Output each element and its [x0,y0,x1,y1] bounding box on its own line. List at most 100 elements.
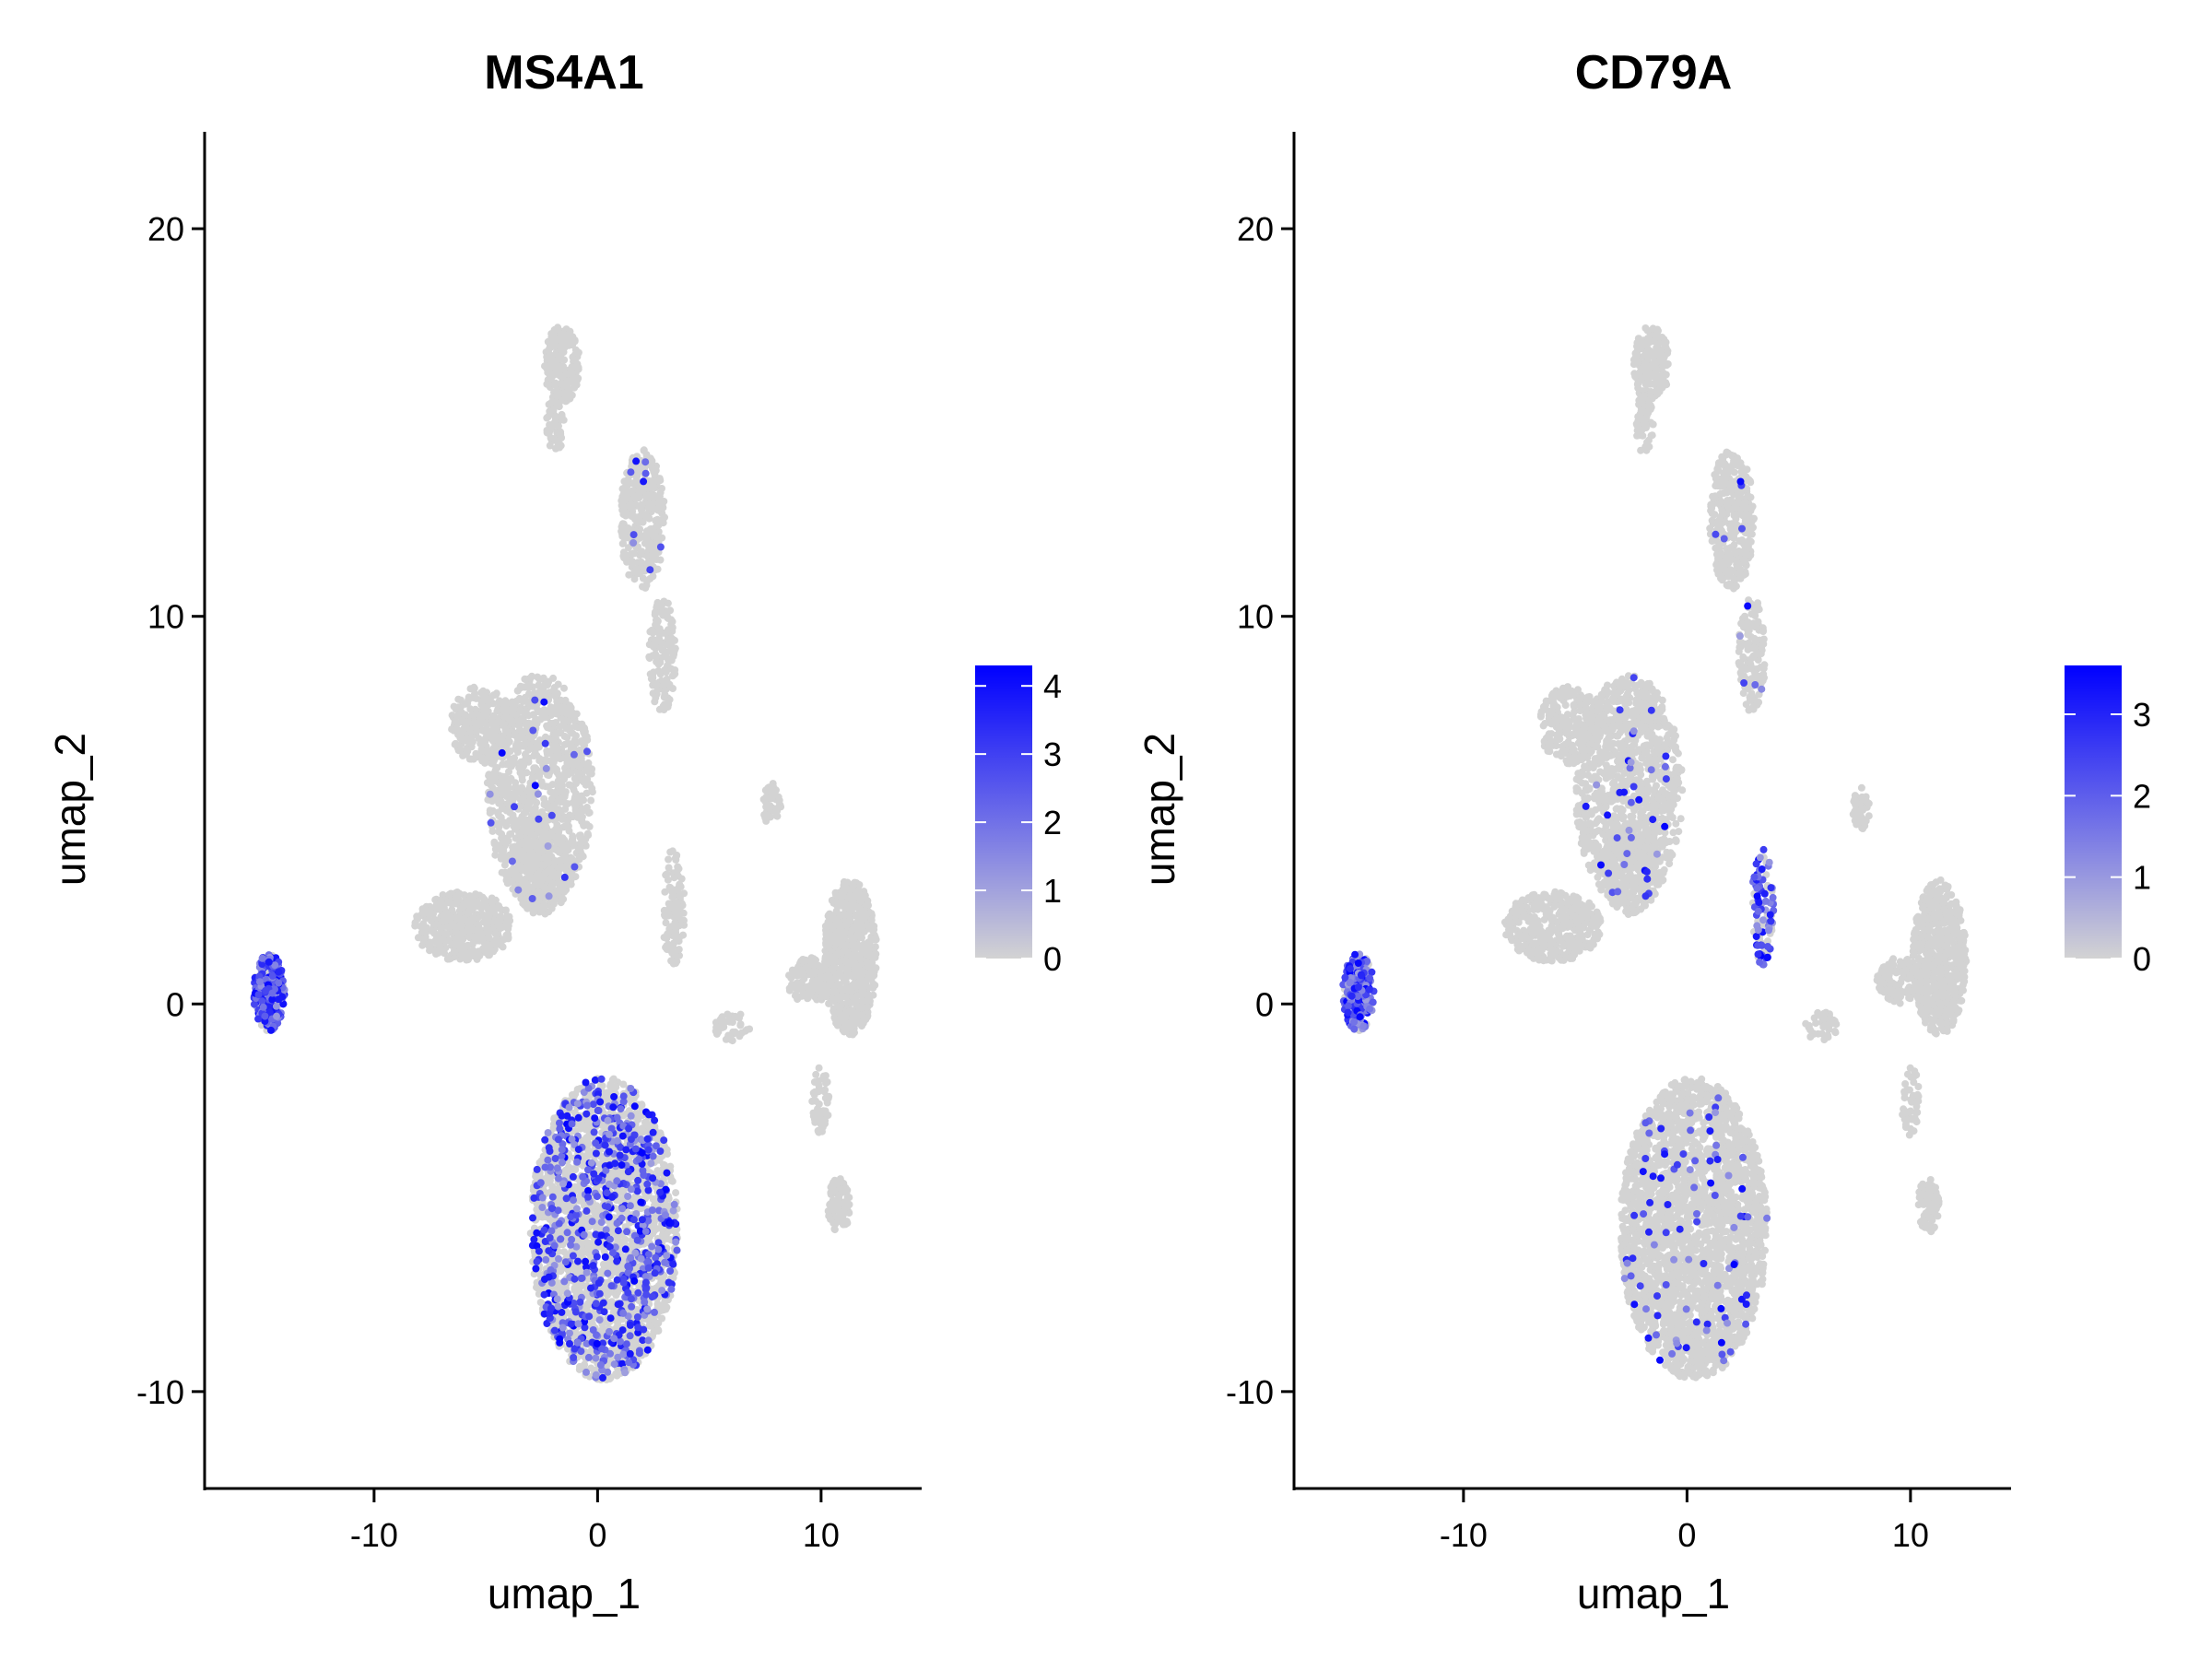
data-point [483,688,491,697]
data-point [481,947,489,955]
data-point [535,676,544,684]
data-point [550,1115,559,1124]
data-point [473,710,481,718]
data-point [658,1314,666,1323]
data-point [501,840,510,848]
data-point [452,894,460,902]
data-point [667,642,676,651]
data-point [512,873,520,881]
data-point [663,611,671,619]
data-point [535,769,544,777]
data-point [557,696,565,704]
data-point [664,599,672,607]
data-point [465,693,473,701]
data-point [499,790,507,798]
data-point [547,904,556,912]
data-point [565,717,572,725]
data-point [624,476,632,484]
data-point [453,940,462,948]
data-point [533,720,541,727]
data-point [638,1124,646,1133]
data-point [447,912,455,921]
data-point [490,735,499,744]
data-point [482,924,490,933]
data-point [488,898,496,906]
data-point [652,650,660,658]
data-point [564,817,571,825]
data-point [521,750,529,759]
data-point [576,763,584,771]
data-point [547,794,556,803]
data-point [553,392,561,400]
data-point [478,757,487,765]
data-point [517,895,525,902]
data-point [577,1124,584,1133]
data-point [499,780,506,788]
data-point [618,492,627,500]
data-point [629,1343,637,1351]
data-point [661,1231,669,1240]
data-point [635,501,643,510]
data-point [640,446,648,454]
data-point [667,1177,676,1185]
data-point [620,509,629,517]
data-point [547,757,555,765]
data-point [553,827,560,835]
data-point [470,719,478,726]
data-point [542,363,550,371]
data-point [652,609,660,618]
data-point [546,356,554,364]
data-point [461,711,469,719]
data-point [644,504,653,512]
data-point [439,911,447,919]
data-point [558,335,566,343]
data-point [635,490,643,499]
data-point [560,791,569,799]
data-point [502,705,511,712]
data-point [531,806,539,814]
data-point [539,684,547,692]
data-point [599,1260,607,1268]
data-point [523,828,531,836]
data-point [523,769,531,777]
data-point [568,769,575,777]
data-point [553,1200,561,1208]
data-point [477,900,486,909]
data-point [568,1091,576,1099]
data-point [609,1309,618,1317]
data-point [646,525,654,534]
data-point [548,1182,557,1191]
data-point [556,755,564,763]
data-point [505,768,512,776]
data-point [513,687,522,695]
data-point [549,719,558,727]
data-point [661,665,669,674]
data-point [520,742,528,750]
data-point [562,844,571,853]
data-point [460,946,468,954]
data-point [560,1248,569,1256]
data-point [533,881,541,889]
data-point [582,1134,591,1142]
data-point [557,1267,565,1276]
data-point [468,924,477,933]
data-point [668,624,677,631]
data-point [477,738,485,747]
data-point [478,893,487,901]
data-point [501,906,510,914]
data-point [574,798,582,806]
data-point [418,909,427,917]
data-point [507,716,515,724]
data-point [505,732,513,740]
data-point [487,781,495,789]
data-point [467,949,475,958]
data-point [511,825,519,833]
data-point [456,729,465,737]
panel-title: MS4A1 [484,46,643,100]
data-point [477,746,486,754]
data-point [495,718,503,726]
data-point [598,1082,606,1090]
data-point [671,666,679,674]
data-point [489,712,498,720]
